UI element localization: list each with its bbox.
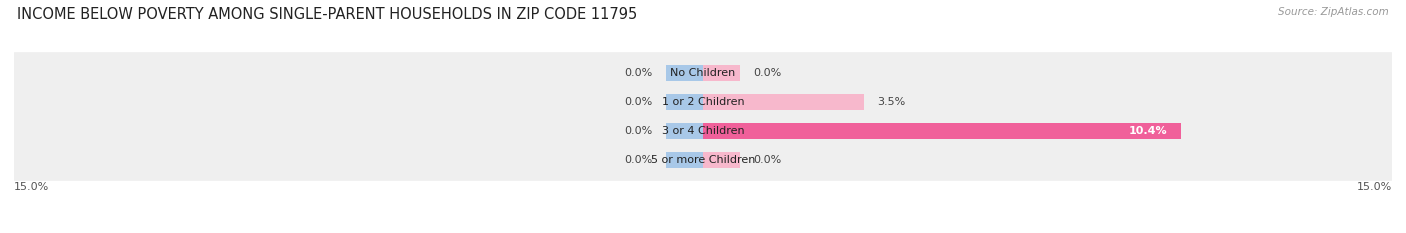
Text: 5 or more Children: 5 or more Children bbox=[651, 155, 755, 165]
FancyBboxPatch shape bbox=[3, 81, 1403, 123]
Text: 15.0%: 15.0% bbox=[14, 182, 49, 192]
FancyBboxPatch shape bbox=[3, 139, 1403, 181]
Text: 0.0%: 0.0% bbox=[624, 97, 652, 107]
Text: 0.0%: 0.0% bbox=[624, 155, 652, 165]
Text: INCOME BELOW POVERTY AMONG SINGLE-PARENT HOUSEHOLDS IN ZIP CODE 11795: INCOME BELOW POVERTY AMONG SINGLE-PARENT… bbox=[17, 7, 637, 22]
Text: 0.0%: 0.0% bbox=[754, 68, 782, 78]
Text: 0.0%: 0.0% bbox=[624, 126, 652, 136]
Text: 0.0%: 0.0% bbox=[624, 68, 652, 78]
Text: 0.0%: 0.0% bbox=[754, 155, 782, 165]
Text: No Children: No Children bbox=[671, 68, 735, 78]
Text: 3.5%: 3.5% bbox=[877, 97, 905, 107]
Bar bbox=[703, 123, 1181, 139]
Text: Source: ZipAtlas.com: Source: ZipAtlas.com bbox=[1278, 7, 1389, 17]
Bar bbox=[703, 94, 863, 110]
Bar bbox=[666, 65, 703, 81]
Text: 10.4%: 10.4% bbox=[1128, 126, 1167, 136]
Bar bbox=[666, 94, 703, 110]
Bar bbox=[666, 152, 703, 168]
Text: 1 or 2 Children: 1 or 2 Children bbox=[662, 97, 744, 107]
Text: 15.0%: 15.0% bbox=[1357, 182, 1392, 192]
FancyBboxPatch shape bbox=[3, 52, 1403, 94]
Bar bbox=[666, 123, 703, 139]
Bar bbox=[703, 65, 740, 81]
Bar bbox=[703, 152, 740, 168]
FancyBboxPatch shape bbox=[3, 110, 1403, 152]
Text: 3 or 4 Children: 3 or 4 Children bbox=[662, 126, 744, 136]
